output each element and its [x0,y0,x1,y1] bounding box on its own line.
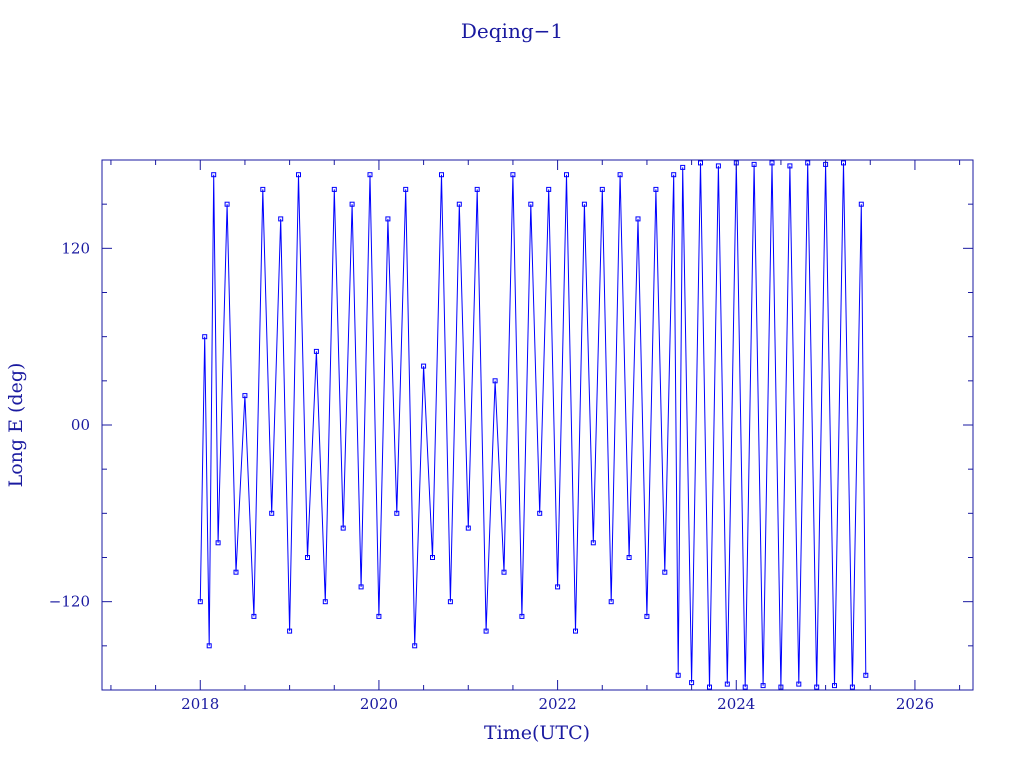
data-point [412,643,418,649]
data-point [662,569,668,575]
data-point [287,628,293,634]
data-point [626,555,632,560]
data-point [814,684,820,690]
y-tick-label: 00 [71,416,90,434]
data-point [581,201,587,207]
data-point [537,510,543,516]
data-point [805,160,811,166]
data-point [296,172,301,178]
data-point [251,613,257,619]
data-point [439,172,444,178]
y-axis-label: Long E (deg) [5,363,27,488]
data-point [528,201,534,207]
data-point [724,681,730,687]
data-point [608,599,614,605]
data-point [483,628,489,634]
data-point [421,363,427,369]
data-point [447,599,453,605]
data-point [573,628,578,634]
data-point [403,186,409,192]
data-point [492,378,498,384]
data-point [206,643,212,649]
data-point [394,510,400,516]
chart-title: Deqing−1 [461,19,563,43]
data-point [564,172,569,178]
data-point [599,186,605,192]
axis-ticks [102,159,973,691]
data-point [242,393,248,399]
data-point [211,172,217,178]
data-point [653,186,659,192]
data-point [555,584,561,590]
data-point [456,201,462,207]
data-point [278,216,284,222]
data-point [501,569,507,575]
data-point [796,681,802,687]
data-point [269,510,275,516]
x-tick-label: 2022 [539,695,577,713]
data-point [760,683,766,689]
y-tick-label: 120 [61,239,90,257]
data-point [385,216,391,222]
data-point [224,201,230,207]
data-point [367,172,373,178]
data-point [617,172,623,178]
data-point [787,163,793,169]
x-tick-label: 2026 [896,695,934,713]
data-point [474,186,480,192]
data-point [260,186,266,192]
data-point [202,334,208,340]
x-tick-label: 2020 [360,695,398,713]
data-point [322,599,328,605]
data-point [849,684,855,690]
data-point [675,672,681,678]
data-point [233,569,239,575]
data-point [197,599,203,605]
data-point [644,613,650,619]
data-point [769,160,775,166]
data-point [546,186,552,192]
x-axis-label: Time(UTC) [484,722,590,744]
data-point [340,525,346,531]
data-point [510,172,516,178]
data-point [635,216,641,222]
data-point [430,555,435,560]
x-tick-label: 2024 [717,695,755,713]
data-point [313,348,319,354]
data-point [331,186,337,192]
data-point [715,163,721,169]
data-point [349,201,355,207]
data-point [590,540,596,546]
data-point [742,684,748,690]
series-line-0 [199,162,867,688]
data-point [671,172,677,178]
data-point [841,160,846,166]
data-point [698,160,703,166]
data-point [305,555,310,560]
data-point [215,540,221,546]
tick-labels: 2018 2020 2022 2024 2026 −120 00 120 [49,239,934,713]
data-point [376,613,382,619]
data-point [863,672,869,678]
data-point [680,164,686,170]
data-point [519,613,525,619]
plot-marks [197,160,869,690]
data-point [832,683,837,689]
data-point [465,525,471,531]
data-point [707,684,712,690]
data-point [858,201,864,207]
data-point [751,161,757,167]
data-point [689,680,695,686]
data-point [358,584,364,590]
x-tick-label: 2018 [181,695,219,713]
y-tick-label: −120 [49,593,90,611]
